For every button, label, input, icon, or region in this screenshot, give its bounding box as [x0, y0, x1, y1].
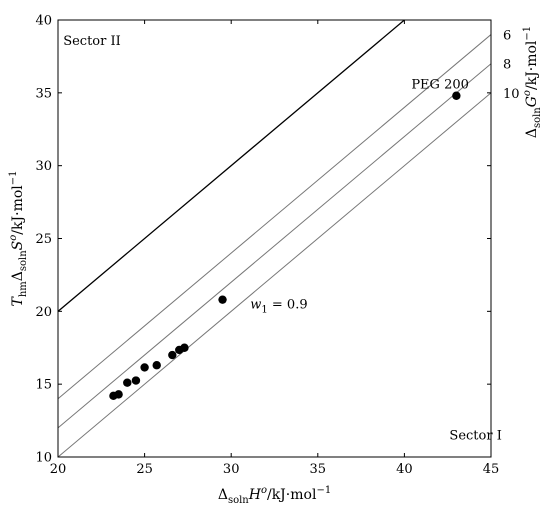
reference-line-label-6: 6	[503, 29, 511, 44]
annotations-layer: Sector II Sector I PEG 200 w1 = 0.9	[63, 34, 502, 444]
y-tick-label: 10	[35, 451, 52, 466]
y-tick-label: 35	[35, 86, 52, 101]
reference-line-label-8: 8	[503, 58, 511, 73]
right-axis-label: ΔsolnGo/kJ·mol−1	[522, 26, 543, 138]
y-tick-label: 15	[35, 378, 52, 393]
x-tick-label: 30	[223, 462, 240, 477]
x-tick-label: 20	[50, 462, 67, 477]
data-point	[114, 390, 123, 399]
reference-lines-layer	[58, 20, 491, 457]
y-tick-label: 20	[35, 305, 52, 320]
annotation-peg-200: PEG 200	[411, 77, 469, 92]
reference-line-zero	[58, 20, 406, 312]
y-tick-label: 25	[35, 232, 52, 247]
x-tick-label: 40	[396, 462, 413, 477]
annotation-sector-ii: Sector II	[63, 34, 121, 49]
x-tick-label: 45	[483, 462, 500, 477]
y-axis-label: ThmΔsolnSo/kJ·mol−1	[8, 170, 29, 306]
reference-line-6	[58, 34, 491, 400]
reference-line-10	[58, 92, 491, 457]
data-point	[131, 376, 141, 385]
y-tick-label: 40	[35, 14, 52, 29]
reference-line-group	[58, 20, 491, 457]
x-tick-label: 25	[136, 462, 153, 477]
y-tick-label: 30	[35, 159, 52, 174]
data-point	[452, 91, 461, 100]
data-point	[140, 363, 149, 372]
data-point	[180, 343, 189, 352]
reference-line-8	[58, 63, 491, 429]
points-layer	[109, 91, 461, 401]
data-point	[152, 361, 161, 370]
data-point	[168, 350, 177, 360]
annotation-0-9: w1 = 0.9	[250, 297, 307, 315]
x-axis-label: ΔsolnHo/kJ·mol−1	[218, 485, 331, 505]
x-tick-label: 35	[310, 462, 327, 477]
reference-line-label-10: 10	[503, 87, 520, 102]
data-point	[218, 295, 227, 304]
annotation-sector-i: Sector I	[449, 429, 501, 444]
data-point	[123, 378, 132, 387]
